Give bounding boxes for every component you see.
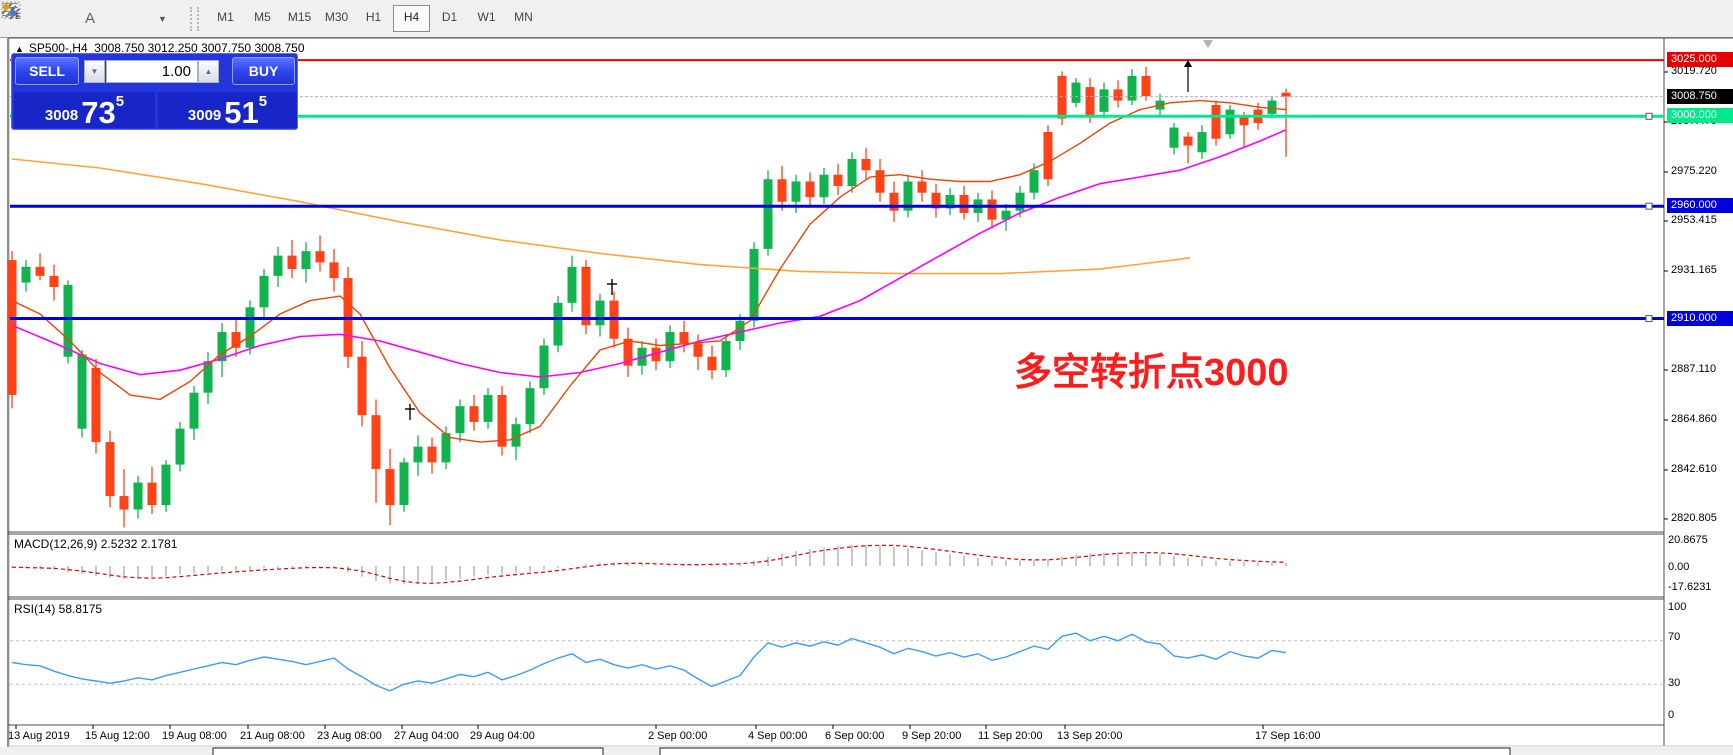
volume-input[interactable] [106,60,198,83]
date-axis-label: 19 Aug 08:00 [162,730,227,742]
date-axis-label: 15 Aug 12:00 [85,730,150,742]
date-axis-label: 9 Sep 20:00 [902,730,962,742]
timeframe-button-m1[interactable]: M1 [217,10,234,24]
timeframe-button-w1[interactable]: W1 [477,10,496,24]
volume-up-button[interactable]: ▲ [198,60,219,83]
date-axis-label: 13 Sep 20:00 [1057,730,1123,742]
price-axis-tick: 2864.860 [1671,412,1717,425]
macd-axis-tick: -17.6231 [1668,581,1712,593]
price-axis-tick: 2887.110 [1671,362,1717,375]
price-axis-tick: 2820.805 [1671,511,1717,524]
date-axis-label: 27 Aug 04:00 [394,730,459,742]
chart-shift-icon [1203,40,1213,48]
date-axis-label: 29 Aug 04:00 [470,730,535,742]
symbol-ohlc-text: SP500-,H4 3008.750 3012.250 3007.750 300… [28,41,305,55]
timeframe-button-h1[interactable]: H1 [365,10,382,24]
volume-down-button[interactable]: ▼ [84,60,105,83]
price-axis-tick: 3019.720 [1671,65,1717,77]
collapse-arrow-icon[interactable]: ▲ [15,44,24,54]
price-axis-tick: 2931.165 [1671,263,1717,276]
chart-annotation-text: 多空转折点3000 [1014,352,1289,394]
rsi-axis-tick: 100 [1668,601,1687,613]
timeframe-button-m30[interactable]: M30 [324,10,349,24]
cursor-arrow-icon [1184,60,1192,67]
rsi-axis-tick: 0 [1668,709,1675,721]
price-badge: 3025.000 [1667,52,1733,68]
date-axis-label: 21 Aug 08:00 [240,730,305,742]
sell-price-display[interactable]: 3008 73 5 [14,92,155,128]
price-badge: 2910.000 [1667,310,1733,326]
timeframe-button-m5[interactable]: M5 [254,10,271,24]
date-axis-label: 23 Aug 08:00 [317,730,382,742]
date-axis-label: 11 Sep 20:00 [978,730,1043,742]
sell-button[interactable]: SELL [15,57,79,85]
price-badge: 2960.000 [1667,198,1733,214]
buy-button[interactable]: BUY [232,57,295,85]
rsi-axis-tick: 30 [1668,677,1681,689]
price-axis-tick: 2975.220 [1671,164,1717,177]
svg-text:F: F [16,12,21,20]
chart-symbol-header: ▲ SP500-,H4 3008.750 3012.250 3007.750 30… [15,41,305,55]
timeframe-buttons: M1 M5 M15 M30 H1 H4 D1 W1 MN [207,5,542,32]
macd-label: MACD(12,26,9) 2.5232 2.1781 [14,537,178,551]
timeframe-button-h4[interactable]: H4 [393,5,430,32]
buy-price-big: 51 [224,94,259,130]
one-click-trading-panel: SELL ▼ ▲ BUY 3008 73 5 3009 51 5 [11,53,298,130]
macd-axis-tick: 20.8675 [1668,534,1708,546]
fibonacci-grid-icon[interactable]: F [2,3,69,32]
arrow-objects-icon[interactable]: ▼ [2,3,177,32]
price-axis-tick: 2953.415 [1671,213,1717,226]
price-badge: 3008.750 [1667,88,1733,104]
sell-price-small: 3008 [44,107,79,124]
timeframe-button-d1[interactable]: D1 [441,10,458,24]
price-badge: 3000.000 [1667,108,1733,124]
sell-price-sup: 5 [115,93,125,110]
buy-price-display[interactable]: 3009 51 5 [158,92,297,128]
date-axis-label: 4 Sep 00:00 [748,730,808,742]
sell-price-big: 73 [81,94,116,130]
timeframe-button-mn[interactable]: MN [514,10,533,24]
date-axis-label: 2 Sep 00:00 [648,730,708,742]
date-axis-label: 13 Aug 2019 [8,730,70,742]
macd-axis-tick: 0.00 [1668,561,1690,573]
date-axis-label: 17 Sep 16:00 [1255,730,1321,742]
toolbar-drag-handle[interactable] [190,6,199,31]
date-axis-label: 6 Sep 00:00 [825,730,885,742]
buy-price-sup: 5 [258,93,268,110]
rsi-axis-tick: 70 [1668,631,1681,643]
text-label-icon[interactable]: A [84,10,95,27]
timeframe-button-m15[interactable]: M15 [287,10,312,24]
rsi-label: RSI(14) 58.8175 [14,602,103,616]
buy-price-small: 3009 [187,107,222,124]
price-axis-tick: 2842.610 [1671,462,1717,475]
chevron-down-icon: ▼ [158,13,167,24]
